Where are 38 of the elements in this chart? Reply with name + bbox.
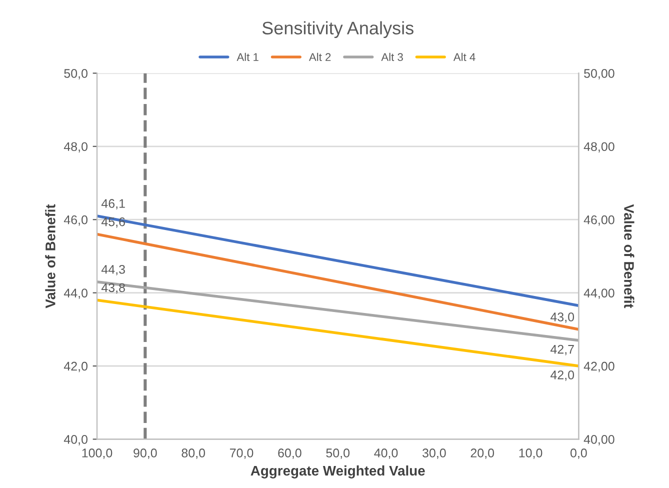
x-tick-label: 10,0	[519, 448, 542, 459]
data-label: 43,0	[550, 312, 574, 323]
x-axis-title: Aggregate Weighted Value	[250, 465, 425, 478]
x-tick-label: 50,0	[326, 448, 350, 459]
x-tick-label: 70,0	[230, 448, 254, 459]
legend-label: Alt 2	[308, 52, 331, 61]
y2-tick-label: 42,00	[584, 362, 614, 372]
data-label: 45,6	[101, 217, 125, 228]
x-tick-label: 90,0	[134, 448, 157, 459]
data-label: 43,8	[101, 283, 125, 294]
y2-axis-title: Value of Benefit	[624, 204, 634, 308]
data-label: 42,7	[550, 344, 574, 356]
data-label: 44,3	[101, 264, 125, 276]
x-tick-label: 20,0	[470, 448, 494, 459]
chart-title: Sensitivity Analysis	[262, 21, 414, 38]
legend-label: Alt 3	[381, 52, 403, 62]
y-tick-label: 42,0	[64, 362, 88, 372]
y-axis-title: Value of Benefit	[45, 204, 56, 308]
x-tick-label: 30,0	[422, 448, 446, 459]
y-tick-label: 50,0	[64, 69, 88, 80]
x-tick-label: 40,0	[374, 448, 398, 459]
y-tick-label: 40,0	[64, 435, 88, 446]
y-tick-label: 44,0	[64, 288, 88, 299]
x-tick-label: 0,0	[570, 448, 587, 459]
data-label: 42,0	[550, 370, 574, 381]
x-tick-label: 100,0	[82, 448, 112, 459]
legend-label: Alt 4	[453, 52, 476, 61]
x-tick-label: 80,0	[182, 448, 206, 459]
y2-tick-label: 50,00	[584, 69, 614, 80]
y-tick-label: 48,0	[64, 142, 88, 153]
legend-label: Alt 1	[236, 52, 258, 61]
data-label: 46,1	[101, 199, 125, 210]
y2-tick-label: 44,00	[584, 288, 614, 299]
y-tick-label: 46,0	[64, 215, 88, 226]
y2-tick-label: 40,00	[584, 435, 614, 446]
x-tick-label: 60,0	[278, 448, 302, 459]
y2-tick-label: 48,00	[584, 142, 614, 153]
y2-tick-label: 46,00	[584, 215, 614, 226]
